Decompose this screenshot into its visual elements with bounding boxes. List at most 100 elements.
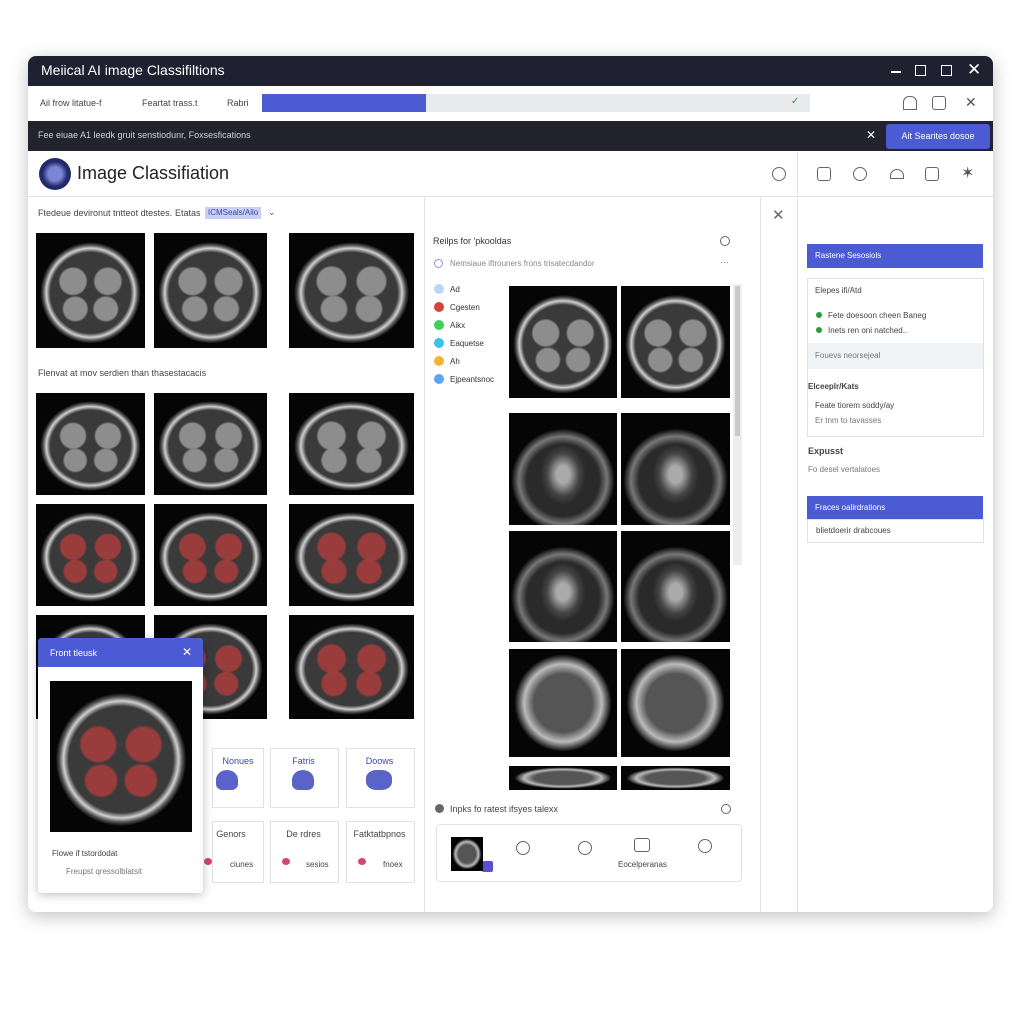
scan-image — [509, 649, 617, 757]
legend-label: Eaquetse — [450, 338, 484, 348]
footer-radio[interactable] — [721, 804, 731, 814]
scan-image — [509, 286, 617, 398]
card[interactable] — [346, 821, 415, 883]
header-icon[interactable] — [853, 167, 867, 181]
card-icon — [216, 770, 238, 790]
card[interactable] — [212, 748, 264, 808]
side-header: Rastene Sesosiols — [807, 244, 983, 268]
popup-header — [38, 638, 203, 667]
toolbar-item[interactable]: Rabri — [227, 98, 249, 108]
banner-text: Fee eiuae A1 leedk gruit senstiodunr, Fo… — [38, 130, 251, 140]
scan-image — [451, 837, 483, 871]
scan-image — [509, 531, 617, 642]
footer-box — [436, 824, 742, 882]
legend-label: Ah — [450, 356, 460, 366]
popup-title: Front tleusk — [50, 648, 98, 658]
side-item[interactable]: Fete doesoon cheen Baneg — [828, 311, 927, 320]
scan-image — [509, 413, 617, 525]
badge — [482, 861, 493, 872]
header-icon[interactable] — [890, 169, 904, 179]
divider — [797, 152, 798, 912]
footer-action[interactable]: Eocelperanas — [618, 860, 667, 869]
legend-dot — [434, 338, 444, 348]
card-icon — [292, 770, 314, 790]
card-icon — [366, 770, 392, 790]
footer-tool[interactable] — [578, 841, 592, 855]
card[interactable] — [270, 748, 339, 808]
legend-label: Aikx — [450, 320, 466, 330]
search[interactable] — [772, 167, 786, 181]
toolbar-icon[interactable] — [903, 96, 917, 110]
banner-button[interactable]: Ait Searites dosoe — [886, 124, 990, 149]
header — [28, 152, 993, 197]
toolbar-item[interactable]: Feartat trass.t — [142, 98, 198, 108]
status-label: Etatas — [175, 208, 201, 218]
scan-image — [509, 766, 617, 790]
header-icon[interactable] — [925, 167, 939, 181]
minimize[interactable] — [891, 71, 901, 73]
legend-dot — [434, 356, 444, 366]
side-section: Elceeplr/Kats — [808, 382, 859, 391]
card-title: Nonues — [222, 756, 254, 766]
footer-tool[interactable] — [516, 841, 530, 855]
status-chip[interactable]: ICMSeals/Ailo — [205, 207, 262, 219]
card[interactable] — [212, 821, 264, 883]
note-band — [808, 343, 983, 369]
scan-image — [621, 531, 730, 642]
more[interactable]: ··· — [720, 257, 729, 267]
maximize[interactable] — [941, 65, 952, 76]
card-icon — [204, 858, 212, 865]
toolbar-close[interactable]: ✕ — [965, 94, 977, 110]
close[interactable]: ✕ — [967, 60, 982, 79]
legend-item: Cgesten — [434, 302, 480, 312]
footer-tool[interactable] — [698, 839, 712, 853]
card[interactable] — [346, 748, 415, 808]
results-radio[interactable] — [720, 236, 730, 246]
chevron[interactable]: ⌄ — [268, 207, 276, 217]
header-icon[interactable] — [817, 167, 831, 181]
window-title: Meiical AI image Classifiltions — [41, 62, 225, 78]
side-section: Elepes ifi/Atd — [815, 286, 862, 295]
popup-close[interactable]: ✕ — [182, 645, 193, 659]
scan-image — [154, 393, 267, 495]
toolbar-icon[interactable] — [932, 96, 946, 110]
card-title: De rdres — [286, 829, 321, 839]
scan-image — [154, 504, 267, 606]
header-icon[interactable]: ✶ — [961, 165, 975, 182]
side-box-text: blietdoerir drabcoues — [807, 519, 984, 543]
panel-close[interactable]: ✕ — [772, 207, 785, 224]
legend-label: Ejpeantsnoc — [450, 374, 495, 384]
search-icon — [434, 259, 443, 268]
card-sub: fnoex — [383, 860, 403, 869]
side-item[interactable]: Er tnm to tavasses — [815, 416, 882, 425]
card[interactable] — [270, 821, 339, 883]
section-title: Flenvat at mov serdien than thasestacaci… — [38, 368, 207, 378]
scan-image — [621, 413, 730, 525]
progress-track — [262, 94, 810, 112]
legend-label: Ad — [450, 284, 460, 294]
toolbar-item[interactable]: Ail frow litatue-f — [40, 98, 102, 108]
scan-image — [621, 766, 730, 790]
legend-item: Ad — [434, 284, 460, 294]
page-title: Image Classifiation — [77, 163, 230, 183]
scan-image — [621, 286, 730, 398]
item-icon — [816, 312, 822, 318]
progress-fill — [262, 94, 427, 112]
side-item[interactable]: Feate tiorem soddy/ay — [815, 401, 895, 410]
popup-caption: Flowe if tstordodat — [52, 849, 118, 858]
popup-action[interactable]: Freupst qressolblatsit — [66, 867, 143, 876]
title-bar — [28, 56, 993, 86]
results-title: Reilps for 'pkooldas — [433, 236, 512, 246]
side-item[interactable]: Inets ren oni natched.. — [828, 326, 908, 335]
legend-item: Eaquetse — [434, 338, 484, 348]
footer-icon — [435, 804, 444, 813]
banner-close[interactable]: ✕ — [866, 128, 877, 142]
scan-image — [289, 615, 414, 719]
divider — [760, 197, 761, 912]
results-search[interactable]: Nemsiaue iftrouners frons trisatecdandor — [450, 259, 595, 268]
footer-tool[interactable] — [634, 838, 650, 852]
side-note: Fouevs neorsejeal — [815, 351, 881, 360]
restore[interactable] — [915, 65, 926, 76]
scroll-thumb[interactable] — [735, 286, 740, 436]
